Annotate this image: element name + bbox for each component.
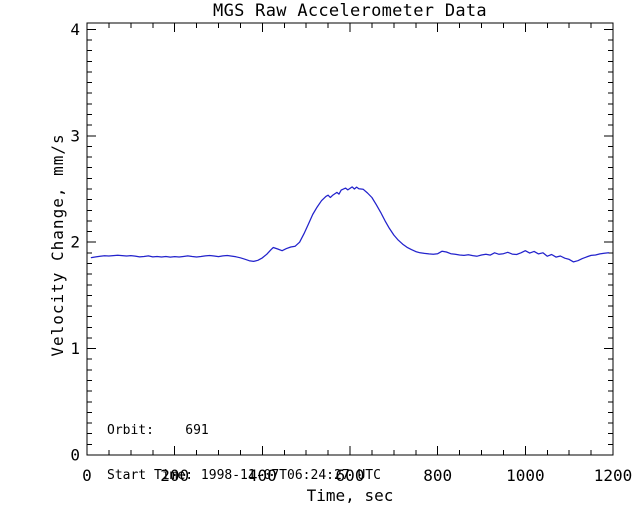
y-tick-label: 3 bbox=[70, 126, 80, 145]
annotation-block: Orbit: 691 Start Time: 1998-11-07T06:24:… bbox=[107, 393, 381, 512]
x-tick-label: 800 bbox=[423, 466, 452, 485]
x-tick-label: 400 bbox=[248, 466, 277, 485]
x-axis-label: Time, sec bbox=[306, 486, 394, 505]
y-tick-label: 0 bbox=[70, 446, 80, 465]
x-tick-label: 200 bbox=[160, 466, 189, 485]
data-curve bbox=[90, 186, 610, 263]
orbit-annotation: Orbit: 691 bbox=[107, 423, 209, 438]
y-tick-label: 4 bbox=[70, 20, 80, 39]
plot-frame bbox=[86, 22, 614, 456]
x-tick-label: 600 bbox=[336, 466, 365, 485]
chart-title: MGS Raw Accelerometer Data bbox=[213, 1, 487, 21]
x-tick-label: 0 bbox=[82, 466, 92, 485]
x-tick-label: 1200 bbox=[594, 466, 633, 485]
x-tick-label: 1000 bbox=[506, 466, 545, 485]
y-tick-label: 2 bbox=[70, 233, 80, 252]
y-tick-label: 1 bbox=[70, 339, 80, 358]
start-time-annotation: Start Time: 1998-11-07T06:24:27 UTC bbox=[107, 468, 381, 483]
